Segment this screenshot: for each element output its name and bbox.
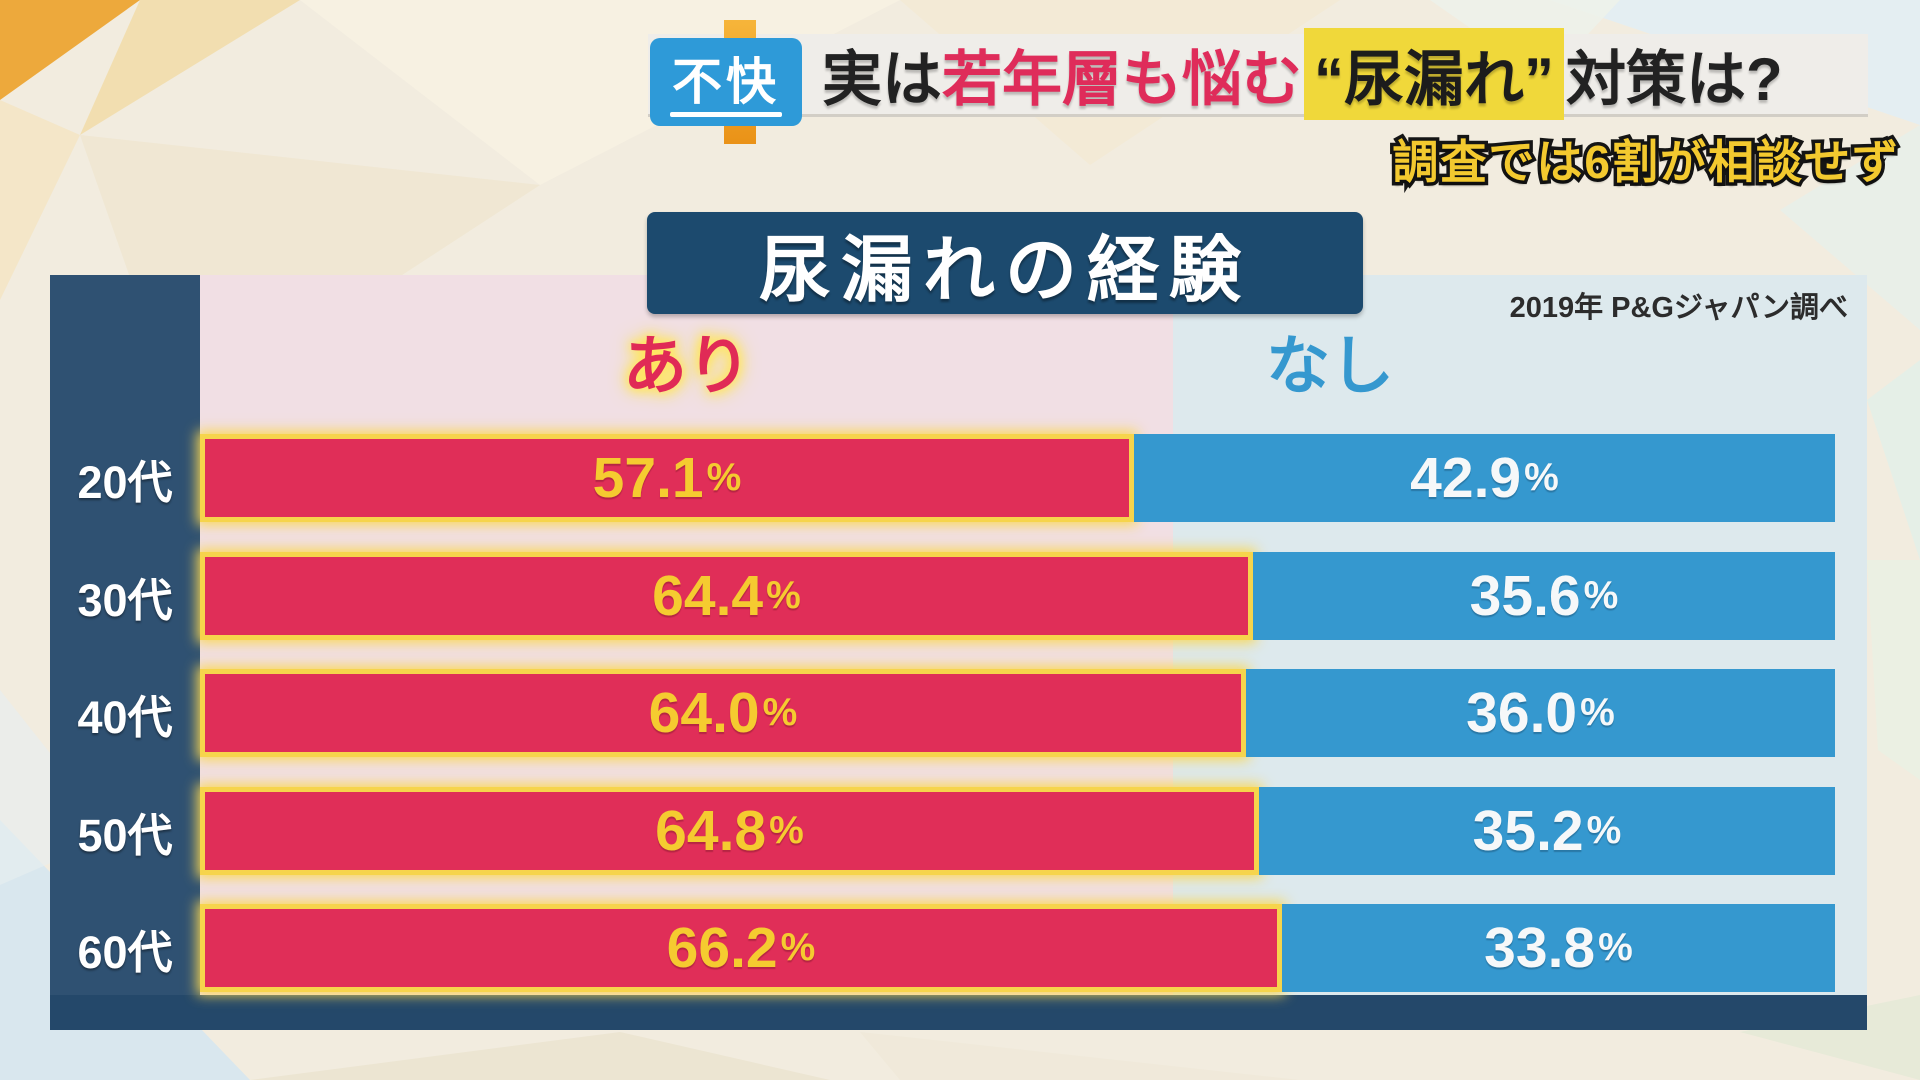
yes-bar-20代: 57.1% (200, 434, 1134, 522)
headline: 実は 若年層も悩む “尿漏れ” 対策は? (822, 28, 1783, 120)
yes-bar-30代-value: 64.4 (652, 564, 764, 628)
row-label-30代: 30代 (77, 574, 173, 626)
chart-left-frame (50, 275, 200, 1030)
topic-badge: 不快 (650, 38, 802, 126)
row-label-50代: 50代 (77, 809, 173, 861)
yes-bar-40代-value: 64.0 (648, 681, 760, 745)
yes-bar-20代-percent-sign: % (706, 456, 742, 499)
yes-bar-50代-value: 64.8 (655, 799, 767, 863)
row-label-20代: 20代 (77, 456, 173, 508)
yes-bar-20代-value: 57.1 (592, 446, 704, 510)
yes-bar-60代: 66.2% (200, 904, 1282, 992)
no-bar-30代-percent-sign: % (1583, 574, 1619, 617)
no-bar-20代-percent-sign: % (1524, 456, 1559, 499)
badge-underline (670, 112, 782, 117)
no-bar-20代: 42.9% (1134, 434, 1835, 522)
source-note: 2019年 P&Gジャパン調べ (1509, 292, 1848, 324)
row-label-60代: 60代 (77, 926, 173, 978)
headline-emphasis: 若年層も悩む (942, 45, 1302, 113)
legend-yes: あり (623, 330, 751, 402)
no-bar-30代-value: 35.6 (1469, 564, 1581, 628)
yes-bar-40代: 64.0% (200, 669, 1246, 757)
no-bar-50代-percent-sign: % (1586, 809, 1622, 852)
legend-no: なし (1266, 330, 1394, 402)
yes-bar-60代-value: 66.2 (666, 916, 778, 980)
no-bar-60代: 33.8% (1282, 904, 1835, 992)
no-bar-40代-value: 36.0 (1466, 681, 1578, 745)
headline-suffix: 対策は? (1566, 45, 1783, 113)
no-bar-40代: 36.0% (1246, 669, 1835, 757)
row-label-40代: 40代 (77, 691, 173, 743)
no-bar-60代-percent-sign: % (1598, 926, 1633, 969)
headline-strip (648, 34, 1868, 117)
yes-bar-50代: 64.8% (200, 787, 1259, 875)
subtitle: 調査では6割が相談せず (1389, 133, 1902, 192)
yes-bar-40代-percent-sign: % (762, 691, 798, 734)
yes-bar-30代-percent-sign: % (766, 574, 801, 617)
no-bar-50代-value: 35.2 (1472, 799, 1584, 863)
no-bar-50代: 35.2% (1259, 787, 1835, 875)
yes-bar-50代-percent-sign: % (769, 809, 804, 852)
headline-highlight: “尿漏れ” (1304, 28, 1564, 120)
no-bar-40代-percent-sign: % (1580, 691, 1615, 734)
chart-title: 尿漏れの経験 (758, 230, 1251, 311)
chart-title-box: 尿漏れの経験 (647, 212, 1363, 314)
topic-badge-label: 不快 (672, 54, 780, 110)
yes-bar-30代: 64.4% (200, 552, 1253, 640)
headline-prefix: 実は (822, 45, 942, 113)
no-bar-20代-value: 42.9 (1410, 446, 1522, 510)
no-bar-30代: 35.6% (1253, 552, 1835, 640)
chart-bottom-frame (50, 995, 1867, 1030)
yes-bar-60代-percent-sign: % (780, 926, 816, 969)
no-bar-60代-value: 33.8 (1484, 916, 1596, 980)
